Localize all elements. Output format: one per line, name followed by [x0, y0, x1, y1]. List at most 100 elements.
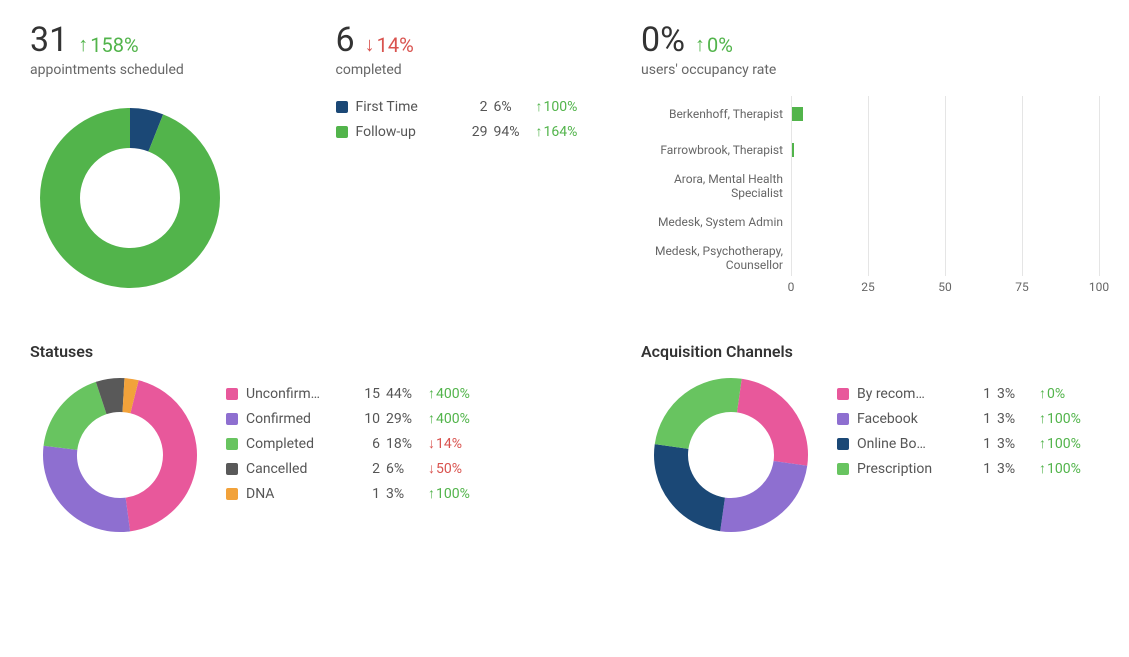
- legend-trend-pct: 100%: [1047, 411, 1081, 427]
- kpi-appointments-trend-pct: 158%: [90, 33, 138, 57]
- donut-slice: [60, 128, 200, 268]
- arrow-down-icon: ↓: [428, 435, 435, 452]
- arrow-up-icon: ↑: [428, 385, 435, 402]
- legend-pct: 44%: [386, 386, 422, 402]
- kpi-occupancy-label: users' occupancy rate: [641, 62, 1099, 78]
- kpi-completed-value: 6: [336, 20, 355, 60]
- kpi-occupancy-value: 0%: [641, 20, 685, 60]
- x-tick-label: 25: [861, 280, 875, 294]
- legend-trend-pct: 100%: [1047, 461, 1081, 477]
- arrow-down-icon: ↓: [428, 460, 435, 477]
- legend-label: Facebook: [857, 411, 967, 427]
- acquisition-panel: Acquisition Channels By recom…13%↑0%Face…: [641, 332, 1099, 545]
- legend-label: DNA: [246, 486, 356, 502]
- legend-pct: 6%: [494, 99, 530, 115]
- arrow-up-icon: ↑: [536, 123, 543, 140]
- bar-row: Medesk, Psychotherapy, Counsellor: [641, 240, 1099, 276]
- kpi-completed-label: completed: [336, 62, 612, 78]
- legend-count: 1: [973, 436, 991, 452]
- color-swatch: [837, 413, 849, 425]
- legend-pct: 3%: [386, 486, 422, 502]
- legend-row: By recom…13%↑0%: [837, 385, 1099, 402]
- legend-label: Cancelled: [246, 461, 356, 477]
- arrow-up-icon: ↑: [428, 410, 435, 427]
- color-swatch: [226, 413, 238, 425]
- kpi-completed-trend-pct: 14%: [377, 33, 414, 57]
- legend-count: 1: [973, 411, 991, 427]
- legend-trend-pct: 0%: [1047, 386, 1065, 402]
- legend-pct: 3%: [997, 386, 1033, 402]
- legend-trend: ↑100%: [1039, 410, 1099, 427]
- bar-fill: [791, 107, 803, 121]
- statuses-panel: Statuses Unconfirm…1544%↑400%Confirmed10…: [30, 332, 611, 545]
- kpi-occupancy-trend-pct: 0%: [707, 33, 733, 57]
- bar-label: Arora, Mental Health Specialist: [641, 172, 791, 201]
- arrow-up-icon: ↑: [1039, 435, 1046, 452]
- legend-count: 1: [362, 486, 380, 502]
- legend-trend: ↑400%: [428, 410, 488, 427]
- legend-row: First Time 2 6% ↑100%: [336, 98, 612, 115]
- legend-pct: 6%: [386, 461, 422, 477]
- legend-label: Follow-up: [356, 124, 456, 140]
- legend-count: 2: [462, 99, 488, 115]
- dashboard: 31 ↑ 158% appointments scheduled 6 ↓ 14%…: [30, 20, 1099, 545]
- arrow-down-icon: ↓: [365, 32, 375, 57]
- bar-track: [791, 168, 1099, 204]
- legend-pct: 94%: [494, 124, 530, 140]
- legend-label: Unconfirm…: [246, 386, 356, 402]
- legend-trend-pct: 100%: [436, 486, 470, 502]
- acquisition-legend: By recom…13%↑0%Facebook13%↑100%Online Bo…: [837, 385, 1099, 477]
- statuses-title: Statuses: [30, 342, 611, 361]
- color-swatch: [226, 463, 238, 475]
- legend-trend-pct: 100%: [544, 99, 578, 115]
- completed-legend: First Time26%↑100%Follow-up2994%↑164%: [336, 98, 612, 140]
- legend-trend: ↑100%: [1039, 460, 1099, 477]
- legend-count: 15: [362, 386, 380, 402]
- bar-row: Berkenhoff, Therapist: [641, 96, 1099, 132]
- legend-row: Cancelled 2 6% ↓50%: [226, 460, 488, 477]
- acquisition-donut-chart: [641, 365, 821, 545]
- bar-row: Arora, Mental Health Specialist: [641, 168, 1099, 204]
- legend-row: DNA 1 3% ↑100%: [226, 485, 488, 502]
- legend-trend-pct: 164%: [544, 124, 578, 140]
- arrow-up-icon: ↑: [1039, 385, 1046, 402]
- color-swatch: [837, 463, 849, 475]
- bar-track: [791, 204, 1099, 240]
- legend-trend-pct: 400%: [436, 386, 470, 402]
- bar-label: Farrowbrook, Therapist: [641, 143, 791, 157]
- x-tick-label: 0: [788, 280, 795, 294]
- legend-label: First Time: [356, 99, 456, 115]
- legend-trend: ↑0%: [1039, 385, 1099, 402]
- bar-label: Berkenhoff, Therapist: [641, 107, 791, 121]
- kpi-appointments-panel: 31 ↑ 158% appointments scheduled: [30, 20, 306, 302]
- legend-count: 1: [973, 461, 991, 477]
- color-swatch: [837, 388, 849, 400]
- bar-label: Medesk, System Admin: [641, 215, 791, 229]
- bar-row: Farrowbrook, Therapist: [641, 132, 1099, 168]
- arrow-up-icon: ↑: [536, 98, 543, 115]
- legend-trend: ↑100%: [428, 485, 488, 502]
- legend-trend: ↑100%: [536, 98, 596, 115]
- statuses-legend: Unconfirm…1544%↑400%Confirmed1029%↑400%C…: [226, 385, 488, 502]
- color-swatch: [336, 126, 348, 138]
- legend-pct: 3%: [997, 461, 1033, 477]
- bar-label: Medesk, Psychotherapy, Counsellor: [641, 244, 791, 273]
- legend-row: Facebook13%↑100%: [837, 410, 1099, 427]
- legend-label: Confirmed: [246, 411, 356, 427]
- legend-row: Prescription13%↑100%: [837, 460, 1099, 477]
- arrow-up-icon: ↑: [78, 32, 88, 57]
- color-swatch: [226, 388, 238, 400]
- bar-track: [791, 96, 1099, 132]
- kpi-occupancy-panel: 0% ↑ 0% users' occupancy rate Berkenhoff…: [641, 20, 1099, 302]
- legend-trend-pct: 100%: [1047, 436, 1081, 452]
- legend-count: 2: [362, 461, 380, 477]
- legend-trend: ↓50%: [428, 460, 488, 477]
- legend-pct: 29%: [386, 411, 422, 427]
- legend-trend: ↑164%: [536, 123, 596, 140]
- arrow-up-icon: ↑: [428, 485, 435, 502]
- kpi-occupancy-trend: ↑ 0%: [695, 32, 733, 57]
- legend-count: 6: [362, 436, 380, 452]
- kpi-appointments-trend: ↑ 158%: [78, 32, 138, 57]
- legend-row: Unconfirm… 15 44% ↑400%: [226, 385, 488, 402]
- legend-label: Online Bo…: [857, 436, 967, 452]
